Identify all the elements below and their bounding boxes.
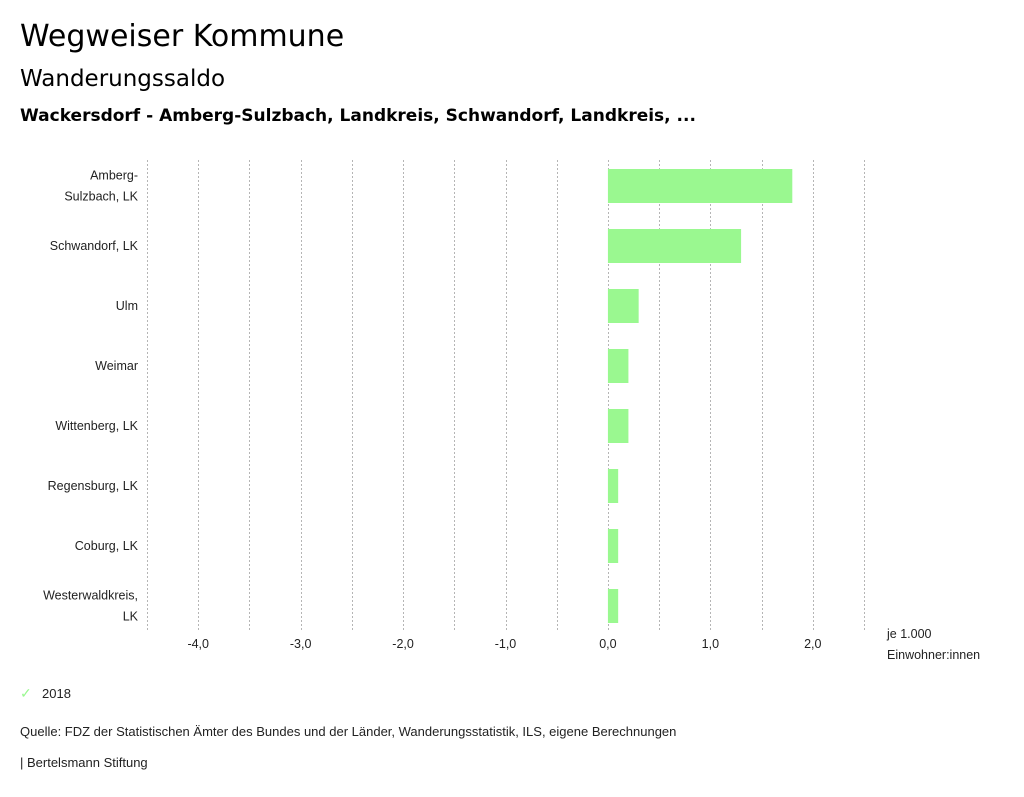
source-note: Quelle: FDZ der Statistischen Ämter des … <box>20 724 677 739</box>
x-tick-label: -4,0 <box>187 637 209 651</box>
chart-subtitle: Wanderungssaldo <box>20 66 226 92</box>
credit-note: | Bertelsmann Stiftung <box>20 755 148 770</box>
category-label: Coburg, LK <box>75 539 139 553</box>
bar[interactable] <box>607 409 629 443</box>
x-tick-label: 1,0 <box>702 637 719 651</box>
x-tick-label: 0,0 <box>599 637 616 651</box>
category-label: Sulzbach, LK <box>64 190 138 204</box>
bar[interactable] <box>607 229 742 263</box>
bar[interactable] <box>607 349 629 383</box>
bar-chart: Amberg- Sulzbach, LK Schwandorf, LK Ulm Weim… <box>43 160 980 662</box>
category-label: Amberg- <box>90 169 138 183</box>
legend[interactable]: ✓ 2018 <box>20 685 71 702</box>
category-label: Westerwaldkreis, <box>43 589 138 603</box>
check-icon[interactable]: ✓ <box>20 685 32 701</box>
bar[interactable] <box>607 289 639 323</box>
x-axis-label: Einwohner:innen <box>887 648 980 662</box>
x-tick-label: -3,0 <box>290 637 312 651</box>
category-label: Weimar <box>95 359 138 373</box>
category-label: Wittenberg, LK <box>55 419 138 433</box>
category-label: LK <box>123 610 139 624</box>
bar[interactable] <box>607 589 619 623</box>
bar[interactable] <box>607 169 793 203</box>
x-axis-label: je 1.000 <box>886 627 932 641</box>
category-label: Schwandorf, LK <box>50 239 139 253</box>
bar[interactable] <box>607 529 619 563</box>
category-label: Regensburg, LK <box>48 479 139 493</box>
selection-summary[interactable]: Wackersdorf - Amberg-Sulzbach, Landkreis… <box>20 106 696 126</box>
x-axis-unit-label: je 1.000 Einwohner:innen <box>886 627 980 662</box>
category-label: Ulm <box>116 299 138 313</box>
bar[interactable] <box>607 469 619 503</box>
gridlines <box>147 160 865 632</box>
legend-label-2018[interactable]: 2018 <box>42 686 71 701</box>
bars <box>607 169 793 623</box>
category-labels: Amberg- Sulzbach, LK Schwandorf, LK Ulm Weim… <box>43 169 139 624</box>
x-tick-labels: -4,0 -3,0 -2,0 -1,0 0,0 1,0 2,0 <box>187 637 821 651</box>
page-title: Wegweiser Kommune <box>20 19 345 54</box>
x-tick-label: -1,0 <box>495 637 517 651</box>
x-tick-label: -2,0 <box>392 637 414 651</box>
x-tick-label: 2,0 <box>804 637 821 651</box>
